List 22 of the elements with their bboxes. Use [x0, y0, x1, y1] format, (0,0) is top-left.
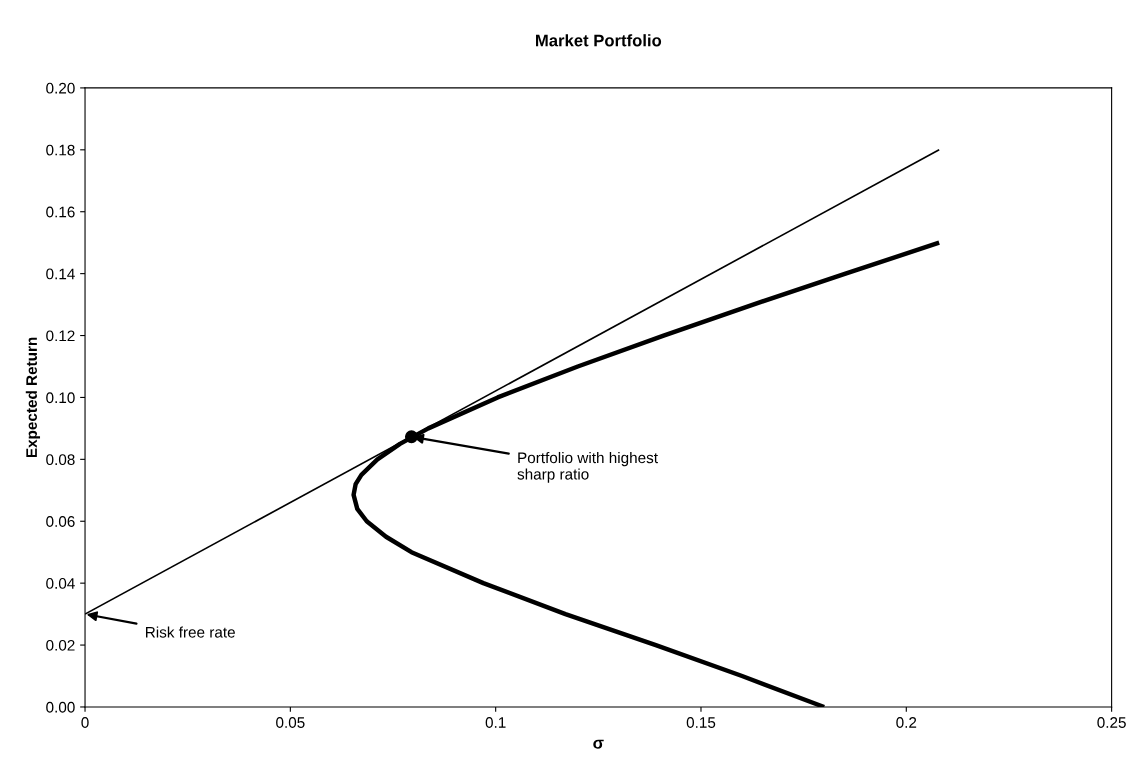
y-tick-label: 0.18 — [46, 144, 75, 156]
y-tick-label: 0.10 — [46, 392, 75, 404]
y-tick-label: 0.16 — [46, 206, 75, 218]
y-tick-label: 0.12 — [46, 330, 75, 342]
x-tick-label: 0.15 — [686, 717, 716, 728]
y-tick-label: 0.02 — [46, 639, 75, 651]
x-tick-label: 0.25 — [1097, 717, 1126, 728]
x-tick-label: 0.1 — [485, 717, 506, 728]
y-tick-label: 0.14 — [46, 268, 75, 280]
annotation: Risk free rate — [146, 626, 235, 638]
x-axis-title: σ — [593, 739, 604, 749]
chart-title: Market Portfolio — [536, 34, 662, 47]
y-axis-title: Expected Return — [25, 337, 41, 458]
y-tick-label: 0.06 — [46, 516, 75, 527]
y-tick-label: 0.00 — [46, 701, 75, 713]
y-tick-label: 0.04 — [46, 578, 75, 589]
x-tick-label: 0 — [81, 717, 89, 728]
x-tick-label: 0.2 — [896, 717, 917, 728]
x-tick-label: 0.05 — [276, 717, 305, 728]
y-tick-label: 0.08 — [46, 454, 75, 466]
y-tick-label: 0.20 — [46, 82, 75, 94]
annotation: Portfolio with highest sharp ratio — [517, 451, 658, 483]
